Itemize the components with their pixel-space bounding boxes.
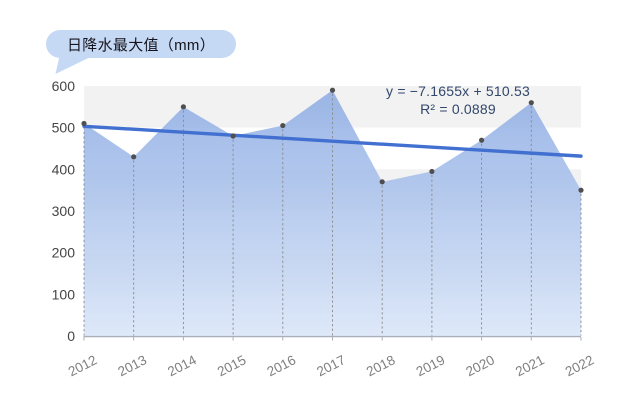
trendline-equation: y = −7.1655x + 510.53 R² = 0.0889 xyxy=(338,82,578,118)
data-point xyxy=(329,87,336,93)
data-point xyxy=(578,187,584,193)
y-axis-label: 400 xyxy=(52,161,76,177)
y-axis-label: 200 xyxy=(52,245,76,261)
y-axis-label: 0 xyxy=(67,328,75,344)
data-point xyxy=(479,137,485,143)
data-point xyxy=(528,100,534,106)
x-axis-label: 2013 xyxy=(115,352,149,379)
trendline-r-squared: R² = 0.0889 xyxy=(420,101,496,117)
x-axis-label: 2015 xyxy=(215,352,249,379)
data-point xyxy=(180,104,186,110)
x-axis-label: 2022 xyxy=(563,352,597,379)
trendline-formula: y = −7.1655x + 510.53 xyxy=(386,83,530,99)
x-axis-label: 2019 xyxy=(414,352,448,379)
data-point xyxy=(379,179,385,185)
x-axis-label: 2020 xyxy=(463,352,497,379)
data-point xyxy=(131,154,137,160)
x-axis-label: 2021 xyxy=(513,352,547,379)
data-point xyxy=(429,168,435,175)
x-axis-label: 2017 xyxy=(314,352,348,379)
x-axis-label: 2018 xyxy=(364,352,398,379)
y-axis-label: 500 xyxy=(52,120,76,136)
trend-line xyxy=(82,124,583,158)
x-axis-label: 2014 xyxy=(165,352,199,379)
data-point xyxy=(280,122,286,129)
x-axis-label: 2012 xyxy=(66,352,100,379)
x-axis-label: 2016 xyxy=(265,352,299,379)
chart-title-label: 日降水最大值（mm） xyxy=(67,36,215,54)
y-axis-label: 100 xyxy=(52,286,76,302)
data-point xyxy=(81,120,87,127)
data-point xyxy=(230,133,236,139)
y-axis-label: 300 xyxy=(52,203,76,219)
y-axis-label: 600 xyxy=(52,78,76,94)
chart-title-callout: 日降水最大值（mm） xyxy=(46,30,236,58)
